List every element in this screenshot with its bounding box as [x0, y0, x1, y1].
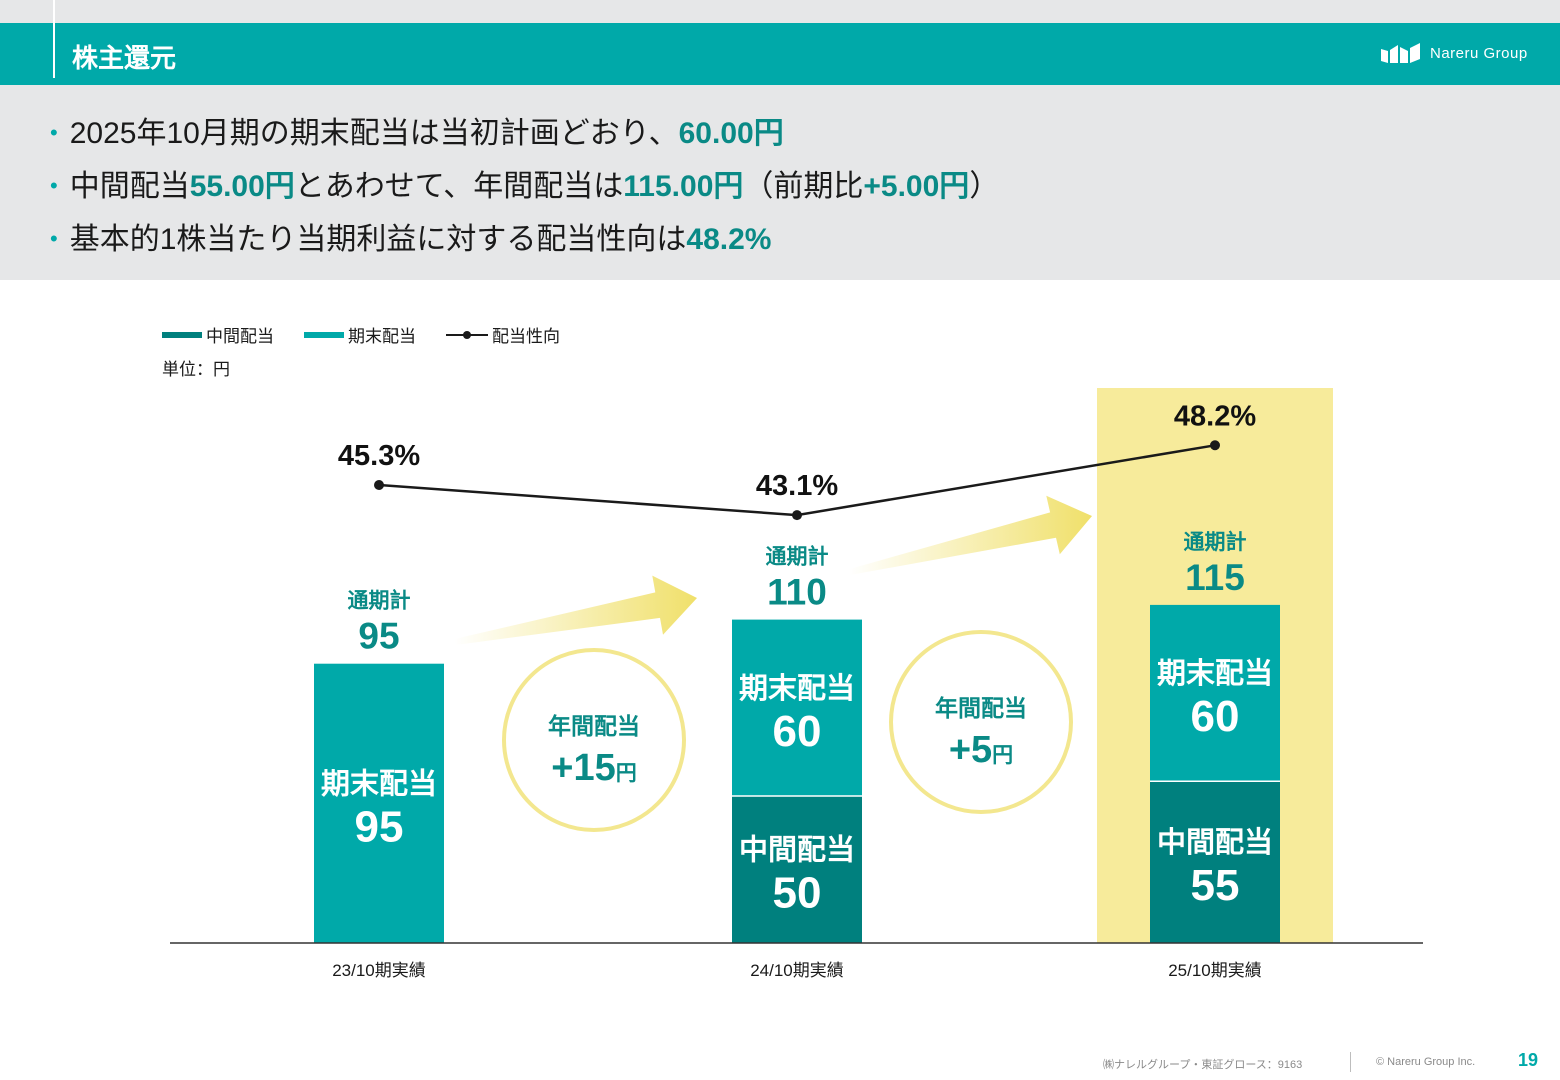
legend-year-end: 期末配当 — [304, 322, 416, 347]
bullet-highlight: 60.00円 — [678, 117, 784, 150]
slide-header: 株主還元 Nareru Group — [0, 0, 1560, 85]
payout-ratio-label: 48.2% — [1174, 400, 1256, 432]
legend-year-end-swatch — [304, 331, 344, 338]
chart-legend: 中間配当 期末配当 配当性向 — [162, 322, 590, 347]
unit-label: 単位：円 — [162, 360, 230, 379]
bar-year-end-value: 60 — [773, 707, 822, 756]
footer-copyright: © Nareru Group Inc. — [1376, 1056, 1476, 1068]
header-divider — [53, 0, 55, 78]
legend-interim-label: 中間配当 — [206, 327, 274, 346]
summary-bullet: • 基本的1株当たり当期利益に対する配当性向は48.2% — [50, 213, 999, 266]
bar-year-end-value: 95 — [355, 802, 404, 851]
increase-circle — [889, 630, 1073, 814]
legend-interim-swatch — [162, 331, 202, 338]
legend-payout: 配当性向 — [446, 322, 560, 347]
bar-interim-label: 中間配当 — [1157, 826, 1273, 859]
increase-circle — [502, 648, 686, 832]
bullet-text: 2025年10月期の期末配当は当初計画どおり、 — [69, 117, 679, 150]
bullet-dot-icon: • — [50, 173, 58, 198]
payout-ratio-point — [792, 510, 802, 521]
increase-amount: +15 — [551, 747, 615, 789]
payout-ratio-label: 43.1% — [756, 470, 838, 502]
legend-payout-label: 配当性向 — [492, 327, 560, 346]
summary-bullets: • 2025年10月期の期末配当は当初計画どおり、60.00円 • 中間配当55.00… — [50, 107, 999, 266]
brand-name: Nareru Group — [1430, 44, 1528, 62]
total-label: 通期計 — [766, 545, 829, 569]
nareru-logo-icon — [1381, 43, 1420, 63]
bar-year-end — [314, 663, 444, 943]
total-value: 115 — [1185, 557, 1245, 598]
legend-interim: 中間配当 — [162, 322, 274, 347]
increase-unit: 円 — [616, 762, 637, 785]
bar-interim-label: 中間配当 — [739, 834, 855, 867]
slide-title: 株主還元 — [72, 43, 177, 73]
total-label: 通期計 — [348, 589, 411, 613]
x-tick-label: 23/10期実績 — [332, 961, 426, 980]
bar-year-end — [732, 619, 862, 796]
bar-year-end-label: 期末配当 — [321, 767, 437, 800]
bar-interim — [1150, 781, 1280, 943]
bar-year-end-label: 期末配当 — [739, 672, 855, 705]
total-value: 110 — [767, 572, 827, 613]
bullet-text: 基本的1株当たり当期利益に対する配当性向は — [69, 223, 687, 256]
increase-value: +5円 — [949, 729, 1013, 771]
page-number: 19 — [1518, 1050, 1539, 1070]
increase-amount: +5 — [949, 729, 992, 771]
company-logo: Nareru Group — [1380, 41, 1528, 65]
bar-interim-value: 50 — [773, 869, 822, 918]
payout-ratio-label: 45.3% — [338, 440, 420, 472]
bar-interim — [732, 796, 862, 943]
total-value: 95 — [358, 616, 399, 657]
bullet-highlight: 115.00円 — [623, 170, 744, 203]
growth-arrow-2 — [849, 495, 1092, 575]
bullet-text: ） — [969, 170, 1000, 203]
increase-label: 年間配当 — [935, 695, 1027, 721]
bar-interim-value: 55 — [1191, 861, 1240, 910]
summary-panel: • 2025年10月期の期末配当は当初計画どおり、60.00円 • 中間配当55.00… — [0, 85, 1560, 280]
bullet-dot-icon: • — [50, 226, 58, 251]
bar-year-end — [1150, 604, 1280, 782]
legend-year-end-label: 期末配当 — [348, 327, 416, 346]
footer-separator — [1350, 1052, 1351, 1072]
bullet-text: （前期比 — [743, 170, 864, 203]
bullet-text: 中間配当 — [69, 170, 190, 203]
increase-value: +15円 — [551, 747, 636, 789]
bullet-text: とあわせて、年間配当は — [294, 170, 624, 203]
payout-ratio-point — [1210, 440, 1220, 451]
bullet-highlight: 55.00円 — [189, 170, 295, 203]
bar-year-end-label: 期末配当 — [1157, 657, 1273, 690]
summary-bullet: • 中間配当55.00円とあわせて、年間配当は115.00円（前期比+5.00円） — [50, 160, 999, 213]
x-tick-label: 25/10期実績 — [1168, 961, 1262, 980]
total-label: 通期計 — [1184, 530, 1247, 554]
summary-bullet: • 2025年10月期の期末配当は当初計画どおり、60.00円 — [50, 107, 999, 160]
footer-company: ㈱ナレルグループ・東証グロース：9163 — [1103, 1059, 1303, 1071]
bullet-dot-icon: • — [50, 120, 58, 145]
increase-unit: 円 — [992, 744, 1013, 767]
increase-label: 年間配当 — [548, 713, 640, 739]
bullet-highlight: +5.00円 — [863, 170, 970, 203]
bullet-highlight: 48.2% — [686, 223, 772, 256]
growth-arrow-1 — [454, 575, 697, 645]
x-tick-label: 24/10期実績 — [750, 961, 844, 980]
payout-ratio-point — [374, 480, 384, 490]
bar-year-end-value: 60 — [1191, 692, 1240, 741]
legend-payout-line-icon — [446, 330, 488, 339]
